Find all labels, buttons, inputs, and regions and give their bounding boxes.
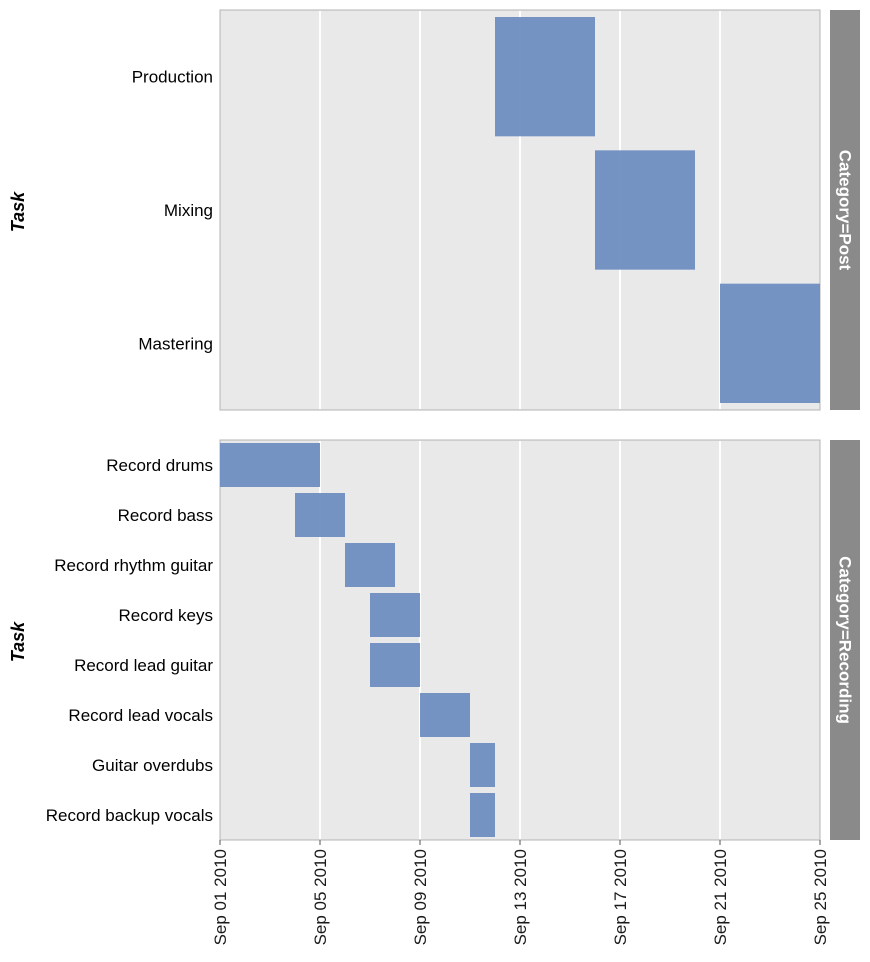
- y-axis-title: Task: [8, 191, 28, 232]
- bar-record-keys: [370, 593, 420, 637]
- x-tick-label: Sep 21 2010: [711, 849, 730, 945]
- bar-mastering: [720, 283, 820, 403]
- task-label: Record drums: [106, 456, 213, 475]
- x-tick-label: Sep 13 2010: [511, 849, 530, 945]
- task-label: Production: [132, 68, 213, 87]
- bar-guitar-overdubs: [470, 743, 495, 787]
- task-label: Record keys: [119, 606, 213, 625]
- y-axis-title: Task: [8, 621, 28, 662]
- bar-record-lead-vocals: [420, 693, 470, 737]
- bar-record-rhythm-guitar: [345, 543, 395, 587]
- task-label: Guitar overdubs: [92, 756, 213, 775]
- x-tick-label: Sep 01 2010: [211, 849, 230, 945]
- x-tick-label: Sep 05 2010: [311, 849, 330, 945]
- task-label: Record rhythm guitar: [54, 556, 213, 575]
- facet-strip-label: Category=Post: [836, 150, 855, 271]
- bar-mixing: [595, 150, 695, 270]
- x-tick-label: Sep 17 2010: [611, 849, 630, 945]
- x-tick-label: Sep 09 2010: [411, 849, 430, 945]
- x-tick-label: Sep 25 2010: [811, 849, 830, 945]
- bar-production: [495, 17, 595, 137]
- task-label: Record backup vocals: [46, 806, 213, 825]
- facet-strip: [830, 10, 860, 410]
- task-label: Record lead vocals: [68, 706, 213, 725]
- facet-strip-label: Category=Recording: [836, 556, 855, 724]
- bar-record-lead-guitar: [370, 643, 420, 687]
- facet-strip: [830, 440, 860, 840]
- task-label: Record lead guitar: [74, 656, 213, 675]
- task-label: Mixing: [164, 201, 213, 220]
- task-label: Record bass: [118, 506, 213, 525]
- bar-record-backup-vocals: [470, 793, 495, 837]
- bar-record-bass: [295, 493, 345, 537]
- bar-record-drums: [220, 443, 320, 487]
- task-label: Mastering: [138, 334, 213, 353]
